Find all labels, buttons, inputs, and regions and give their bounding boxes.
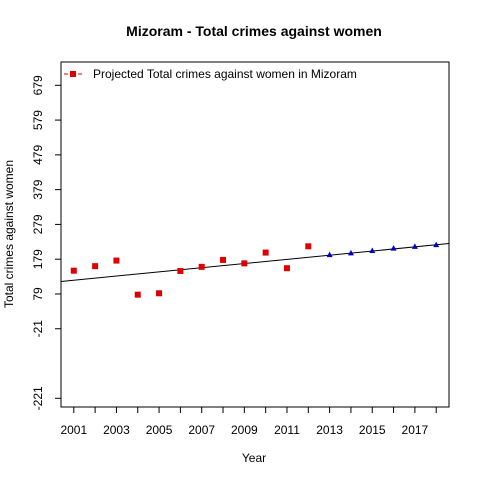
projected-point: [326, 251, 333, 258]
projected-point: [369, 247, 376, 253]
trend-line-group: [60, 243, 450, 282]
y-tick-label: -221: [31, 386, 45, 410]
projected-point: [347, 249, 354, 256]
x-tick-label: 2003: [103, 423, 130, 437]
x-tick-label: 2001: [60, 423, 87, 437]
observed-point: [262, 249, 269, 256]
projected-point: [433, 241, 440, 248]
observed-point: [241, 260, 248, 267]
observed-point: [70, 267, 77, 274]
observed-point: [156, 290, 163, 297]
data-points: [70, 241, 440, 298]
x-axis-label: Year: [242, 451, 266, 465]
trend-line: [60, 243, 450, 282]
y-tick-label: 679: [31, 75, 45, 95]
x-tick-label: 2015: [359, 423, 386, 437]
observed-point: [92, 263, 99, 270]
plot-frame: [60, 61, 450, 408]
y-tick-label: 179: [31, 249, 45, 269]
projected-point: [390, 245, 397, 251]
legend-marker-swatch: [70, 71, 76, 77]
y-tick-label: 579: [31, 110, 45, 130]
observed-point: [177, 268, 184, 275]
observed-point: [305, 243, 312, 250]
y-axis-label: Total crimes against women: [2, 160, 16, 308]
y-tick-label: -21: [31, 320, 45, 338]
observed-point: [134, 291, 141, 298]
projected-point: [411, 243, 418, 249]
x-axis: 2001 2003 2005 2007 2009 2011 2013 2015 2017: [60, 407, 437, 437]
chart-title: Mizoram - Total crimes against women: [126, 23, 382, 39]
x-tick-label: 2009: [231, 423, 258, 437]
x-tick-label: 2011: [274, 423, 300, 437]
observed-point: [220, 256, 227, 263]
y-axis: -221 -21 79 179 279 379 479 579 679: [31, 75, 61, 410]
y-tick-label: 379: [31, 179, 45, 199]
x-tick-label: 2007: [188, 423, 215, 437]
legend-entry: Projected Total crimes against women in …: [93, 67, 357, 81]
y-tick-label: 79: [31, 287, 45, 301]
observed-point: [283, 265, 290, 272]
x-tick-label: 2017: [402, 423, 429, 437]
legend: Projected Total crimes against women in …: [64, 67, 357, 81]
y-tick-label: 479: [31, 145, 45, 165]
observed-point: [198, 263, 205, 270]
x-tick-label: 2013: [316, 423, 343, 437]
y-tick-label: 279: [31, 214, 45, 234]
x-tick-label: 2005: [146, 423, 173, 437]
observed-point: [113, 257, 120, 264]
